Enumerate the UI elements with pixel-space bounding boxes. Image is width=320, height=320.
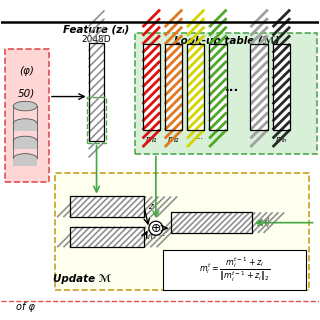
Ellipse shape bbox=[13, 101, 37, 111]
Bar bbox=[13, 158, 37, 166]
Text: (φ): (φ) bbox=[19, 66, 34, 76]
Text: 50): 50) bbox=[18, 88, 36, 98]
Text: mᵢᵗ⁻¹: mᵢᵗ⁻¹ bbox=[148, 232, 166, 241]
Bar bbox=[209, 44, 227, 130]
Bar bbox=[142, 44, 160, 130]
Ellipse shape bbox=[13, 154, 37, 163]
Bar bbox=[13, 141, 37, 149]
FancyBboxPatch shape bbox=[135, 33, 317, 154]
Bar bbox=[187, 44, 204, 130]
Text: ···: ··· bbox=[195, 135, 203, 144]
Text: $\mathcal{M}_i^t$: $\mathcal{M}_i^t$ bbox=[256, 215, 271, 230]
Text: mₙ: mₙ bbox=[276, 135, 287, 144]
Bar bbox=[87, 97, 106, 142]
Bar bbox=[69, 196, 144, 217]
Bar bbox=[273, 44, 290, 130]
Text: ...: ... bbox=[225, 81, 239, 93]
Ellipse shape bbox=[13, 136, 37, 146]
Circle shape bbox=[149, 221, 163, 235]
Bar bbox=[273, 44, 290, 130]
Bar bbox=[165, 44, 182, 130]
Text: 2048D: 2048D bbox=[82, 35, 111, 44]
Text: $m_i^t = \dfrac{m_i^{t-1} + z_i}{\| m_i^{t-1} + z_i \|_2}$: $m_i^t = \dfrac{m_i^{t-1} + z_i}{\| m_i^… bbox=[199, 256, 270, 284]
Text: Update ℳ: Update ℳ bbox=[53, 274, 111, 284]
Bar bbox=[209, 44, 227, 130]
Text: m₂: m₂ bbox=[168, 135, 179, 144]
Bar bbox=[171, 212, 252, 233]
Text: $\oplus$: $\oplus$ bbox=[150, 222, 162, 235]
Bar bbox=[89, 43, 105, 141]
Bar bbox=[251, 44, 268, 130]
Text: zᵢ: zᵢ bbox=[148, 202, 154, 211]
Bar bbox=[171, 212, 252, 233]
FancyBboxPatch shape bbox=[4, 49, 49, 182]
Bar bbox=[187, 44, 204, 130]
Bar bbox=[69, 227, 144, 247]
Bar bbox=[142, 44, 160, 130]
Bar bbox=[13, 124, 37, 132]
Bar bbox=[251, 44, 268, 130]
Bar bbox=[69, 227, 144, 247]
Text: m₁: m₁ bbox=[145, 135, 157, 144]
Text: Look-up table (ℳ): Look-up table (ℳ) bbox=[174, 36, 279, 46]
Bar bbox=[165, 44, 182, 130]
Ellipse shape bbox=[13, 119, 37, 128]
FancyBboxPatch shape bbox=[55, 173, 309, 290]
Text: of φ: of φ bbox=[16, 301, 35, 312]
Bar bbox=[89, 43, 105, 141]
Text: Feature (zᵢ): Feature (zᵢ) bbox=[63, 25, 130, 35]
FancyBboxPatch shape bbox=[163, 251, 306, 290]
Bar bbox=[69, 196, 144, 217]
